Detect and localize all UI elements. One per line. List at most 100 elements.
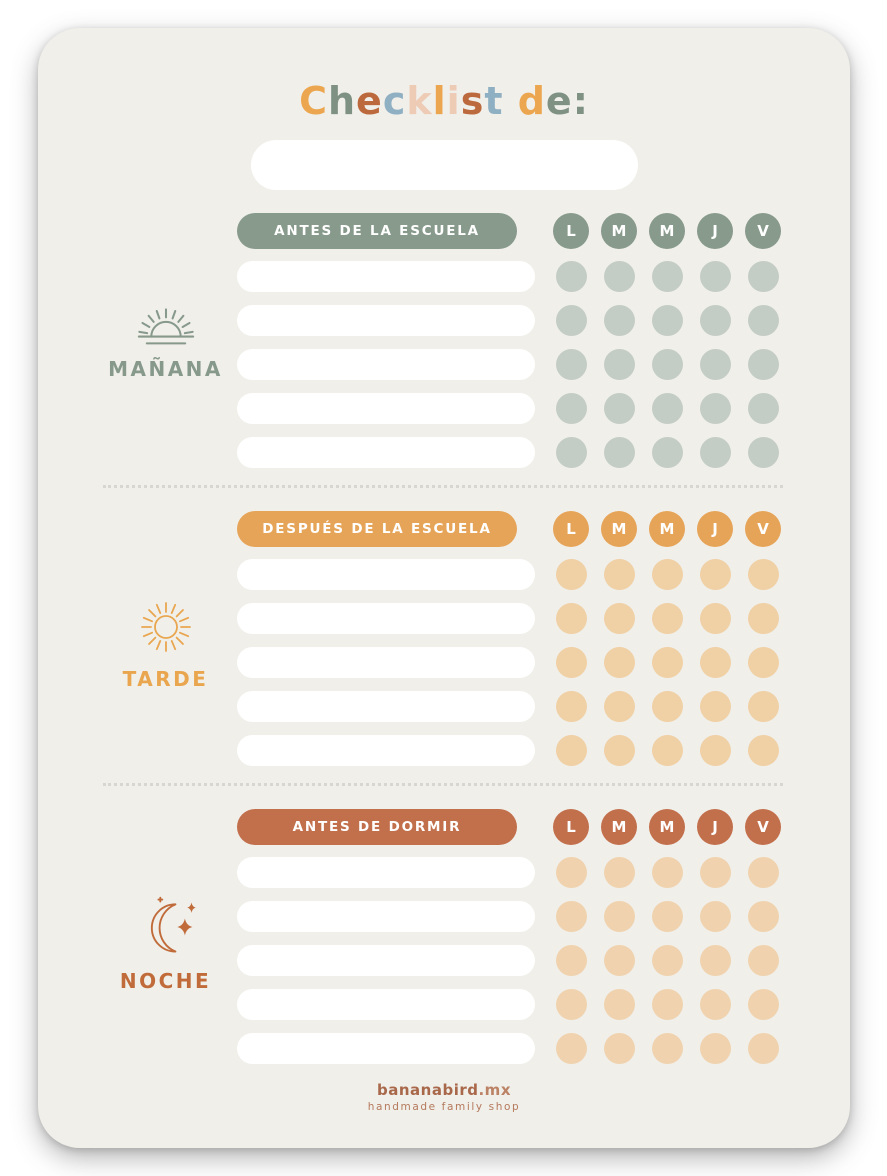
task-line[interactable]	[237, 988, 535, 1020]
check-dot[interactable]	[603, 602, 635, 634]
check-dot[interactable]	[555, 646, 587, 678]
check-dot[interactable]	[555, 856, 587, 888]
check-dot[interactable]	[603, 558, 635, 590]
check-dot[interactable]	[555, 304, 587, 336]
check-dot[interactable]	[603, 348, 635, 380]
check-dot[interactable]	[699, 944, 731, 976]
task-row	[237, 348, 850, 380]
task-line[interactable]	[237, 646, 535, 678]
check-dot[interactable]	[747, 304, 779, 336]
check-dot[interactable]	[651, 348, 683, 380]
check-dot[interactable]	[747, 856, 779, 888]
check-dot[interactable]	[747, 260, 779, 292]
check-dot[interactable]	[555, 900, 587, 932]
check-dot[interactable]	[699, 856, 731, 888]
check-dot[interactable]	[603, 988, 635, 1020]
task-line[interactable]	[237, 1032, 535, 1064]
check-dot[interactable]	[651, 436, 683, 468]
check-dot[interactable]	[747, 1032, 779, 1064]
task-rows	[237, 260, 850, 468]
check-dot[interactable]	[747, 900, 779, 932]
check-dot[interactable]	[651, 988, 683, 1020]
check-dot[interactable]	[747, 436, 779, 468]
check-dot[interactable]	[747, 734, 779, 766]
check-dot[interactable]	[555, 690, 587, 722]
check-dot[interactable]	[651, 1032, 683, 1064]
check-dot[interactable]	[555, 392, 587, 424]
check-dot[interactable]	[699, 602, 731, 634]
check-dot[interactable]	[603, 1032, 635, 1064]
check-dot[interactable]	[699, 690, 731, 722]
check-dot[interactable]	[747, 348, 779, 380]
check-dot[interactable]	[603, 734, 635, 766]
check-dot[interactable]	[699, 900, 731, 932]
moon-icon	[150, 896, 196, 953]
check-dot[interactable]	[651, 690, 683, 722]
check-dot[interactable]	[603, 646, 635, 678]
title-letter: l	[432, 79, 447, 123]
task-line[interactable]	[237, 900, 535, 932]
task-line[interactable]	[237, 734, 535, 766]
check-dot[interactable]	[747, 944, 779, 976]
check-dot[interactable]	[699, 558, 731, 590]
check-dot[interactable]	[699, 436, 731, 468]
check-dot[interactable]	[699, 646, 731, 678]
task-line[interactable]	[237, 558, 535, 590]
task-line[interactable]	[237, 690, 535, 722]
check-dot[interactable]	[747, 988, 779, 1020]
check-dot[interactable]	[603, 436, 635, 468]
check-dot[interactable]	[603, 260, 635, 292]
check-dot[interactable]	[603, 856, 635, 888]
check-dot[interactable]	[603, 392, 635, 424]
check-dot[interactable]	[603, 900, 635, 932]
task-line[interactable]	[237, 602, 535, 634]
check-dot[interactable]	[603, 690, 635, 722]
check-dot[interactable]	[603, 304, 635, 336]
check-dot[interactable]	[699, 734, 731, 766]
title-letter: d	[517, 79, 546, 123]
check-dot[interactable]	[651, 558, 683, 590]
check-dot[interactable]	[555, 988, 587, 1020]
task-line[interactable]	[237, 392, 535, 424]
check-dot[interactable]	[555, 558, 587, 590]
check-dot[interactable]	[747, 690, 779, 722]
check-dot[interactable]	[747, 602, 779, 634]
check-dot[interactable]	[555, 436, 587, 468]
check-dot[interactable]	[651, 392, 683, 424]
check-dot[interactable]	[555, 944, 587, 976]
check-dot[interactable]	[555, 1032, 587, 1064]
check-dot[interactable]	[699, 392, 731, 424]
check-dot[interactable]	[747, 392, 779, 424]
check-dot[interactable]	[747, 646, 779, 678]
task-line[interactable]	[237, 436, 535, 468]
check-dot[interactable]	[603, 944, 635, 976]
check-dot[interactable]	[747, 558, 779, 590]
day-circle: M	[601, 212, 637, 249]
check-dot[interactable]	[651, 944, 683, 976]
task-row	[237, 304, 850, 336]
check-dot[interactable]	[555, 260, 587, 292]
check-dot[interactable]	[699, 304, 731, 336]
check-dot[interactable]	[699, 988, 731, 1020]
check-dot[interactable]	[651, 734, 683, 766]
check-dot[interactable]	[699, 260, 731, 292]
task-line[interactable]	[237, 260, 535, 292]
check-dot[interactable]	[651, 900, 683, 932]
task-line[interactable]	[237, 944, 535, 976]
task-line[interactable]	[237, 348, 535, 380]
check-dot[interactable]	[555, 602, 587, 634]
check-dot[interactable]	[651, 260, 683, 292]
check-dot[interactable]	[651, 602, 683, 634]
check-dot[interactable]	[651, 646, 683, 678]
check-dot[interactable]	[699, 348, 731, 380]
check-dot[interactable]	[555, 734, 587, 766]
check-dot[interactable]	[651, 856, 683, 888]
task-line[interactable]	[237, 856, 535, 888]
name-input[interactable]	[250, 139, 638, 190]
check-dot[interactable]	[555, 348, 587, 380]
check-dot[interactable]	[699, 1032, 731, 1064]
task-line[interactable]	[237, 304, 535, 336]
title-letter: c	[382, 79, 407, 123]
check-dot[interactable]	[651, 304, 683, 336]
